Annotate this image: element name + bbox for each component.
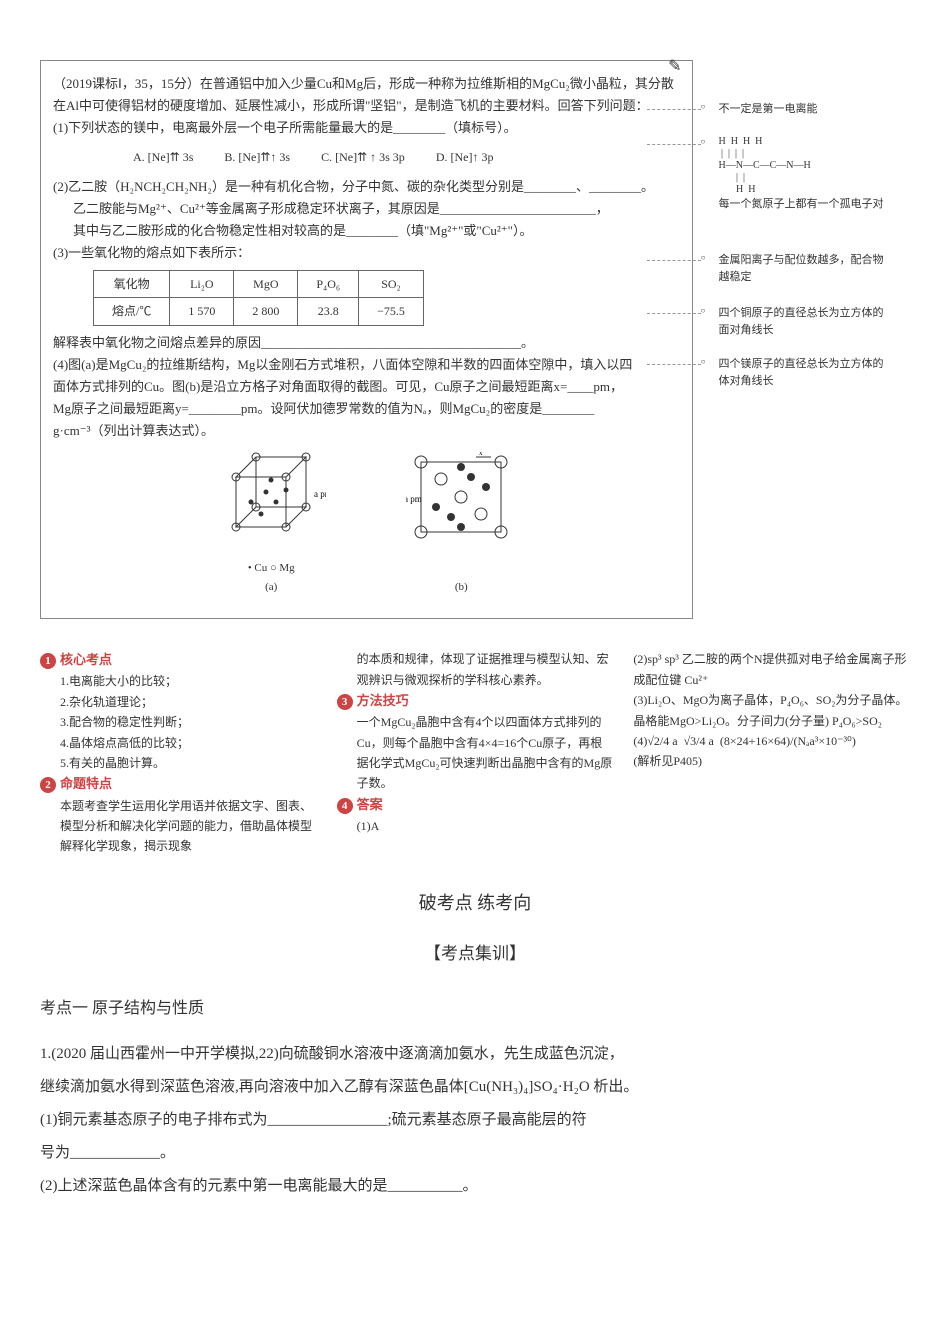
practice-q1: 1.(2020 届山西霍州一中开学模拟,22)向硫酸铜水溶液中逐滴滴加氨水，先生… (40, 1038, 910, 1203)
svg-text:a pm: a pm (406, 494, 422, 504)
crystal-diagram: a pm • Cu ○ Mg (a) (53, 452, 680, 596)
q1-intro: 1.(2020 届山西霍州一中开学模拟,22)向硫酸铜水溶液中逐滴滴加氨水，先生… (40, 1046, 624, 1062)
crystal-a-legend: • Cu ○ Mg (216, 559, 326, 578)
answer4: (4)√2/4 a √3/4 a (8×24+16×64)/(Nₐa³×10⁻³… (633, 731, 910, 751)
q1-sub1b: 号为____________。 (40, 1145, 175, 1161)
section-title: 破考点 练考向 (40, 887, 910, 919)
circle-1-icon: 1 (40, 653, 56, 669)
text3: 一个MgCu₂晶胞中含有4个以四面体方式排列的Cu，则每个晶胞中含有4×4=16… (337, 712, 614, 794)
table-row: 氧化物 Li₂O MgO P₄O₆ SO₂ (94, 271, 424, 298)
crystal-b: x a pm (b) (406, 452, 516, 596)
q4-line1: (4)图(a)是MgCu₂的拉维斯结构，Mg以金刚石方式堆积，八面体空隙和半数的… (53, 357, 632, 372)
heading-2: 2命题特点 (40, 773, 317, 795)
problem-text: （2019课标Ⅰ，35，15分）在普通铝中加入少量Cu和Mg后，形成一种称为拉维… (53, 73, 680, 596)
answer3: (3)Li₂O、MgO为离子晶体，P₄O₆、SO₂为分子晶体。晶格能MgO>Li… (633, 690, 910, 731)
answer2: (2)sp³ sp³ 乙二胺的两个N提供孤对电子给金属离子形成配位键 Cu²⁺ (633, 649, 910, 690)
topic-heading: 考点一 原子结构与性质 (40, 995, 910, 1024)
list-item: 4.晶体熔点高低的比较； (60, 733, 317, 753)
annotation-3: 金属阳离子与配位数越多，配合物越稳定 (707, 252, 887, 285)
q4-line3: Mg原子之间最短距离y=________pm。设阿伏加德罗常数的值为Nₐ，则Mg… (53, 401, 594, 416)
annotation-4: 四个铜原子的直径总长为立方体的面对角线长 (707, 305, 887, 338)
list-item: 3.配合物的稳定性判断； (60, 712, 317, 732)
section-subtitle: 【考点集训】 (40, 939, 910, 970)
crystal-a-caption: (a) (216, 578, 326, 597)
heading-1: 1核心考点 (40, 649, 317, 671)
q1-sub2: (2)上述深蓝色晶体含有的元素中第一电离能最大的是__________。 (40, 1178, 478, 1194)
table-header: Li₂O (170, 271, 234, 298)
q3-explain: 解释表中氧化物之间熔点差异的原因________________________… (53, 335, 534, 350)
q3-intro: (3)一些氧化物的熔点如下表所示： (53, 245, 250, 260)
annotation-3-text: 金属阳离子与配位数越多，配合物越稳定 (719, 254, 884, 283)
q4-line4: g·cm⁻³（列出计算表达式）。 (53, 423, 214, 438)
annotation-1-text: 不一定是第一电离能 (719, 103, 818, 115)
list-item: 2.杂化轨道理论； (60, 692, 317, 712)
table-row: 熔点/℃ 1 570 2 800 23.8 −75.5 (94, 298, 424, 325)
annotations-panel: 不一定是第一电离能 H H H H | | | | H—N—C—C—N—H | … (707, 101, 887, 407)
q1-line2: 继续滴加氨水得到深蓝色溶液,再向溶液中加入乙醇有深蓝色晶体[Cu(NH₃)₄]S… (40, 1079, 638, 1095)
table-header: SO₂ (359, 271, 424, 298)
ref: (解析见P405) (633, 751, 910, 771)
q4-line2: 面体方式排列的Cu。图(b)是沿立方格子对角面取得的截图。可见，Cu原子之间最短… (53, 379, 623, 394)
svg-text:x: x (479, 452, 483, 457)
annotation-1: 不一定是第一电离能 (707, 101, 887, 118)
table-header: MgO (234, 271, 298, 298)
crystal-a-svg: a pm (216, 452, 326, 552)
oxide-table: 氧化物 Li₂O MgO P₄O₆ SO₂ 熔点/℃ 1 570 2 800 2… (93, 270, 424, 326)
annotation-2: H H H H | | | | H—N—C—C—N—H | | H H 每一个氮… (707, 136, 887, 213)
table-header: P₄O₆ (298, 271, 359, 298)
option-b: B. [Ne]⇈↑ 3s (224, 150, 290, 164)
heading-3: 3方法技巧 (337, 690, 614, 712)
circle-3-icon: 3 (337, 694, 353, 710)
problem-source: （2019课标Ⅰ，35，15分） (53, 76, 200, 91)
crystal-b-caption: (b) (406, 578, 516, 597)
table-header: 氧化物 (94, 271, 170, 298)
q1-sub1: (1)铜元素基态原子的电子排布式为________________;硫元素基态原… (40, 1112, 587, 1128)
annotation-4-text: 四个铜原子的直径总长为立方体的面对角线长 (719, 307, 884, 336)
annotation-5-text: 四个镁原子的直径总长为立方体的体对角线长 (719, 358, 884, 387)
col-3: (2)sp³ sp³ 乙二胺的两个N提供孤对电子给金属离子形成配位键 Cu²⁺ … (633, 649, 910, 856)
circle-4-icon: 4 (337, 798, 353, 814)
svg-text:a pm: a pm (314, 489, 326, 499)
crystal-b-svg: x a pm (406, 452, 516, 552)
q2-line1: (2)乙二胺（H₂NCH₂CH₂NH₂）是一种有机化合物，分子中氮、碳的杂化类型… (53, 179, 654, 194)
option-d: D. [Ne]↑ 3p (436, 150, 494, 164)
circle-2-icon: 2 (40, 777, 56, 793)
crystal-a: a pm • Cu ○ Mg (a) (216, 452, 326, 596)
items1: 1.电离能大小的比较； 2.杂化轨道理论； 3.配合物的稳定性判断； 4.晶体熔… (40, 671, 317, 773)
heading-4: 4答案 (337, 794, 614, 816)
col-2: 的本质和规律，体现了证据推理与模型认知、宏观辨识与微观探析的学科核心素养。 3方… (337, 649, 614, 856)
q1: (1)下列状态的镁中，电离最外层一个电子所需能量最大的是________（填标号… (53, 120, 517, 135)
options-row: A. [Ne]⇈ 3s B. [Ne]⇈↑ 3s C. [Ne]⇈ ↑ 3s 3… (53, 147, 680, 167)
list-item: 1.电离能大小的比较； (60, 671, 317, 691)
pen-icon: ✎ (668, 53, 681, 82)
option-a: A. [Ne]⇈ 3s (133, 150, 193, 164)
table-cell: 1 570 (170, 298, 234, 325)
problem-box: ✎ （2019课标Ⅰ，35，15分）在普通铝中加入少量Cu和Mg后，形成一种称为… (40, 60, 693, 619)
table-cell: 2 800 (234, 298, 298, 325)
table-cell: −75.5 (359, 298, 424, 325)
columns-section: 1核心考点 1.电离能大小的比较； 2.杂化轨道理论； 3.配合物的稳定性判断；… (40, 649, 910, 856)
annotation-2-text: 每一个氮原子上都有一个孤电子对 (719, 198, 884, 210)
table-cell: 23.8 (298, 298, 359, 325)
option-c: C. [Ne]⇈ ↑ 3s 3p (321, 150, 405, 164)
table-cell: 熔点/℃ (94, 298, 170, 325)
text2: 本题考查学生运用化学用语并依据文字、图表、模型分析和解决化学问题的能力，借助晶体… (40, 796, 317, 857)
col-1: 1核心考点 1.电离能大小的比较； 2.杂化轨道理论； 3.配合物的稳定性判断；… (40, 649, 317, 856)
text2b: 的本质和规律，体现了证据推理与模型认知、宏观辨识与微观探析的学科核心素养。 (337, 649, 614, 690)
q2-line2: 乙二胺能与Mg²⁺、Cu²⁺等金属离子形成稳定环状离子，其原因是________… (53, 201, 609, 216)
page-container: ✎ （2019课标Ⅰ，35，15分）在普通铝中加入少量Cu和Mg后，形成一种称为… (40, 60, 910, 1203)
list-item: 5.有关的晶胞计算。 (60, 753, 317, 773)
answer1: (1)A (337, 816, 614, 836)
molecule-diagram: H H H H | | | | H—N—C—C—N—H | | H H (719, 136, 887, 196)
annotation-5: 四个镁原子的直径总长为立方体的体对角线长 (707, 356, 887, 389)
q2-line3: 其中与乙二胺形成的化合物稳定性相对较高的是________（填"Mg²⁺"或"C… (53, 223, 532, 238)
